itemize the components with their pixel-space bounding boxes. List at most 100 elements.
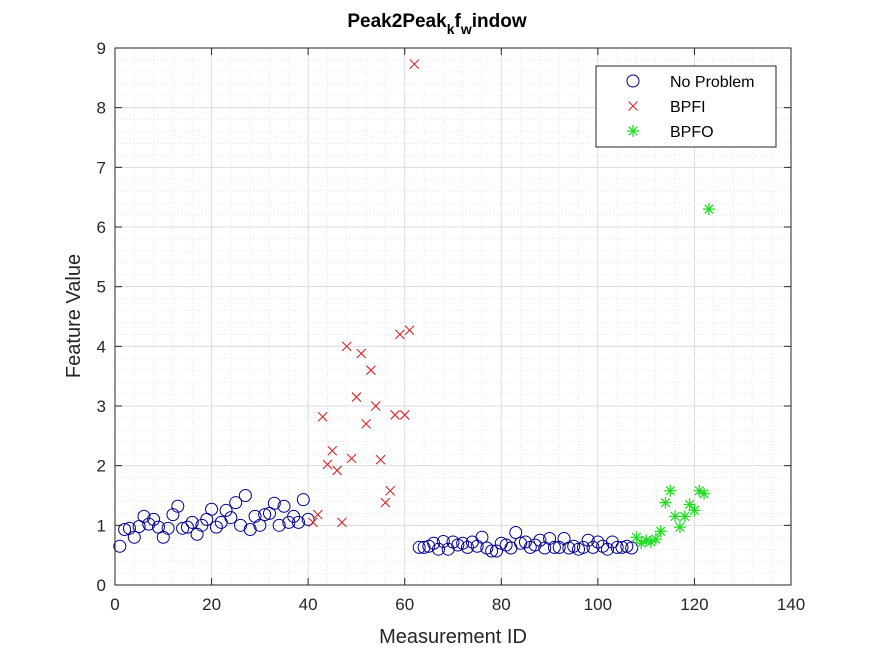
data-point bbox=[390, 410, 400, 420]
data-point bbox=[327, 445, 338, 456]
data-point bbox=[308, 517, 318, 528]
data-point bbox=[229, 496, 243, 510]
data-point bbox=[312, 509, 323, 520]
y-tick-label: 9 bbox=[97, 39, 106, 58]
data-point bbox=[659, 496, 672, 509]
data-point bbox=[176, 521, 190, 535]
data-point bbox=[601, 542, 615, 556]
data-point bbox=[258, 508, 272, 522]
x-tick-label: 100 bbox=[584, 595, 612, 614]
data-point bbox=[683, 498, 696, 511]
title-main: Peak2Peak bbox=[347, 11, 447, 32]
data-point bbox=[586, 540, 600, 554]
data-point bbox=[460, 540, 474, 554]
data-point bbox=[485, 544, 499, 558]
data-point bbox=[322, 459, 333, 470]
data-point bbox=[528, 538, 542, 552]
data-point bbox=[337, 517, 347, 528]
data-point bbox=[678, 510, 691, 523]
x-tick-label: 60 bbox=[395, 595, 414, 614]
data-point bbox=[127, 530, 141, 544]
data-point bbox=[702, 203, 715, 216]
title-tail: indow bbox=[472, 11, 527, 32]
data-point bbox=[361, 419, 371, 429]
data-point bbox=[475, 530, 489, 544]
data-point bbox=[301, 512, 315, 526]
y-tick-label: 0 bbox=[97, 576, 106, 595]
data-point bbox=[113, 539, 127, 553]
x-tick-label: 20 bbox=[202, 595, 221, 614]
x-tick-label: 0 bbox=[110, 595, 119, 614]
x-tick-label: 140 bbox=[777, 595, 805, 614]
data-point bbox=[366, 365, 376, 376]
axes-box bbox=[114, 47, 792, 586]
data-point bbox=[370, 401, 381, 411]
data-point bbox=[351, 392, 362, 402]
data-point bbox=[142, 517, 156, 531]
data-point bbox=[118, 523, 132, 537]
data-point bbox=[147, 512, 161, 526]
data-point bbox=[332, 465, 343, 476]
data-point bbox=[205, 502, 219, 516]
data-point bbox=[409, 59, 420, 69]
title-mid: f bbox=[455, 11, 462, 32]
data-point bbox=[654, 525, 667, 538]
data-point bbox=[698, 487, 711, 500]
data-point bbox=[277, 499, 291, 513]
data-point bbox=[219, 503, 233, 517]
data-point bbox=[341, 341, 352, 352]
data-point bbox=[649, 533, 662, 546]
y-tick-label: 7 bbox=[97, 158, 106, 177]
y-tick-label: 1 bbox=[97, 516, 106, 535]
data-point bbox=[664, 484, 677, 497]
legend-entry-label: BPFI bbox=[670, 99, 706, 116]
data-point bbox=[399, 410, 410, 420]
data-point bbox=[669, 510, 682, 523]
data-point bbox=[625, 541, 639, 555]
data-point bbox=[346, 453, 357, 464]
legend-marker-no-problem bbox=[626, 74, 640, 88]
data-point bbox=[317, 411, 328, 422]
legend-entry-label: BPFO bbox=[670, 124, 714, 141]
data-point bbox=[489, 544, 503, 558]
data-point bbox=[591, 535, 605, 549]
data-point bbox=[380, 497, 391, 508]
data-markers bbox=[113, 59, 715, 558]
data-point bbox=[432, 542, 446, 556]
y-tick-label: 8 bbox=[97, 99, 106, 118]
data-point bbox=[356, 348, 367, 359]
chart-title: Peak2Peakkfwindow bbox=[347, 11, 526, 37]
data-point bbox=[610, 540, 624, 554]
title-subscript-w: w bbox=[460, 21, 472, 37]
data-point bbox=[161, 521, 175, 535]
y-tick-label: 5 bbox=[97, 278, 106, 297]
data-point bbox=[166, 508, 180, 522]
data-point bbox=[576, 540, 590, 554]
data-point bbox=[296, 493, 310, 507]
x-axis-ticks: 0 20 40 60 80 100 120 140 bbox=[110, 48, 805, 614]
data-point bbox=[412, 540, 426, 554]
data-point bbox=[137, 509, 151, 523]
data-point bbox=[224, 511, 238, 525]
series-bpfi bbox=[308, 59, 420, 528]
data-point bbox=[253, 518, 267, 532]
data-point bbox=[673, 521, 686, 534]
data-point bbox=[272, 518, 286, 532]
x-tick-label: 40 bbox=[299, 595, 318, 614]
legend: No Problem BPFI BPFO bbox=[595, 65, 777, 148]
data-point bbox=[640, 534, 653, 547]
y-axis-ticks: 0 1 2 3 4 5 6 7 8 9 bbox=[97, 39, 791, 595]
data-point bbox=[688, 504, 701, 517]
data-point bbox=[581, 533, 595, 547]
legend-marker-bpfi bbox=[628, 101, 638, 111]
data-point bbox=[518, 535, 532, 549]
x-tick-label: 120 bbox=[680, 595, 708, 614]
data-point bbox=[238, 489, 252, 502]
title-subscript-k: k bbox=[447, 21, 455, 37]
data-point bbox=[394, 329, 405, 340]
data-point bbox=[547, 540, 561, 554]
data-point bbox=[291, 515, 305, 529]
x-tick-label: 80 bbox=[492, 595, 511, 614]
y-tick-label: 3 bbox=[97, 397, 106, 416]
